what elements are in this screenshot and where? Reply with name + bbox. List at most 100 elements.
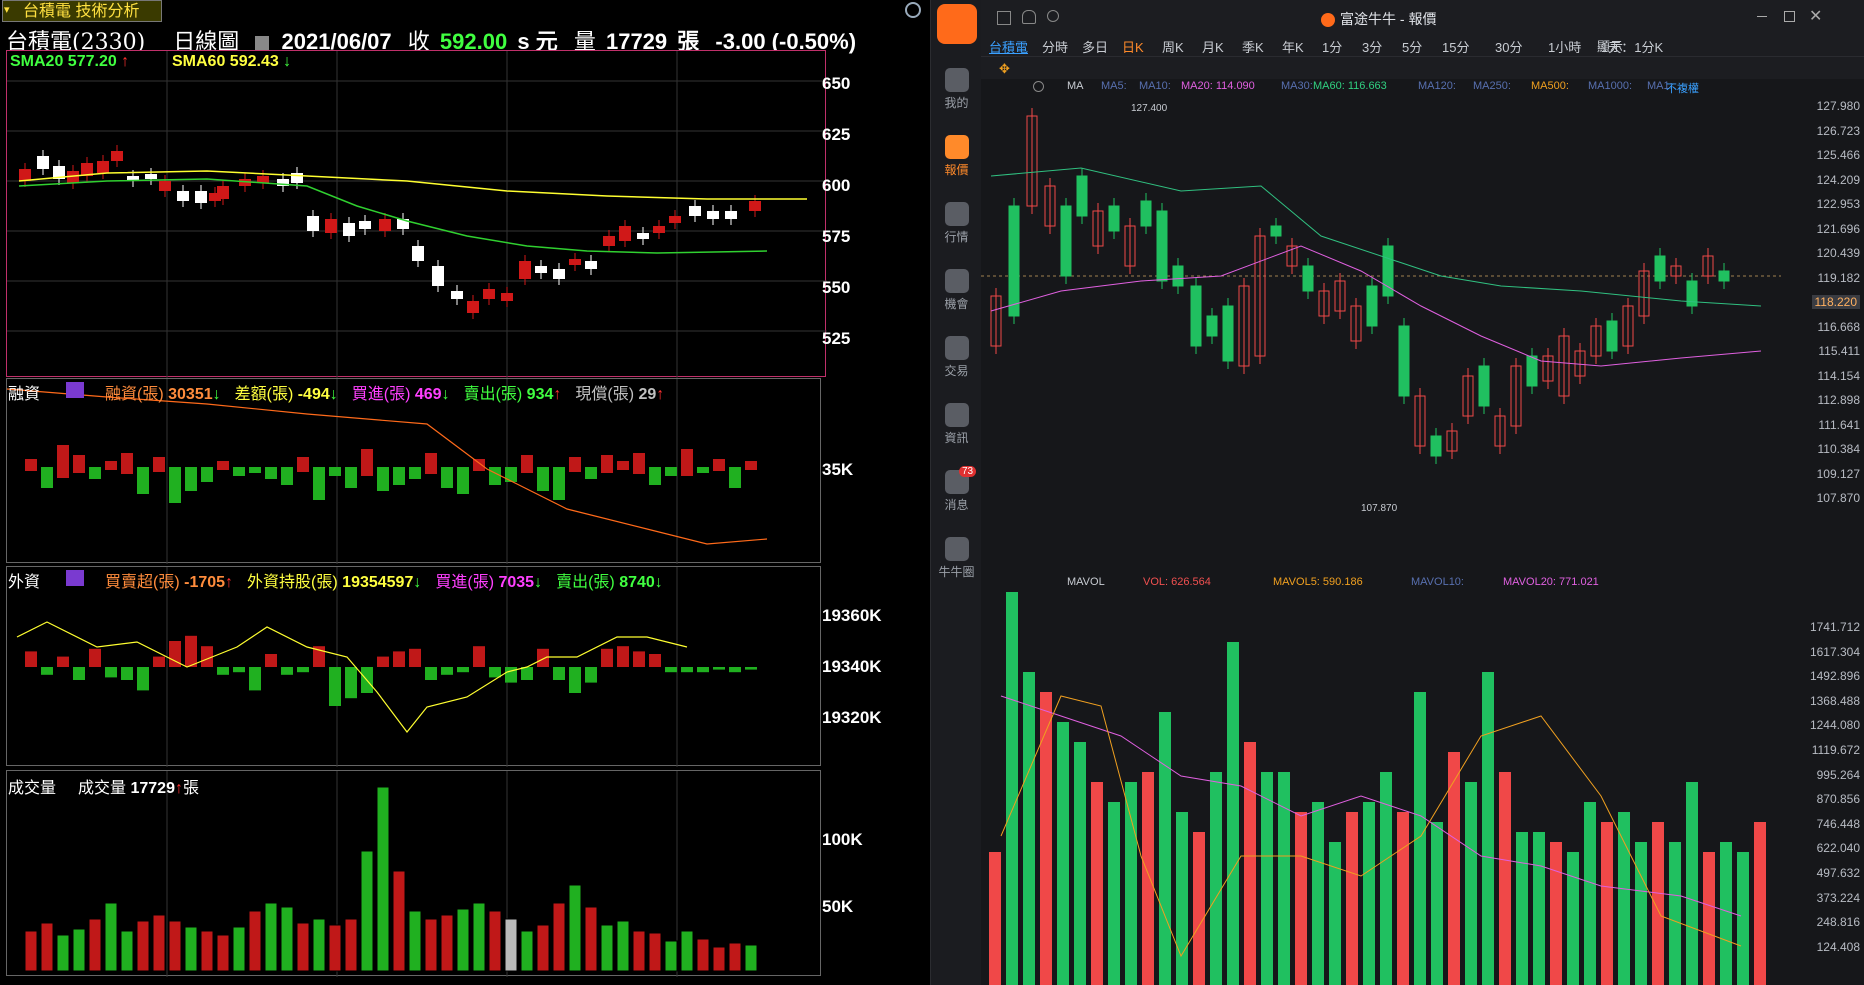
holding-line: [16, 621, 688, 733]
volume-value: 17729: [605, 29, 668, 54]
close-button[interactable]: ✕: [1809, 8, 1823, 25]
volume-bar: [1703, 852, 1715, 985]
period-tab[interactable]: 台積電: [989, 40, 1029, 55]
period-tab[interactable]: 年K: [1282, 40, 1304, 55]
candle-body: [291, 173, 303, 183]
trend-arrow-icon: ↑: [656, 386, 665, 403]
foreign-bar: [25, 651, 37, 667]
adjust-label[interactable]: 不複權: [1666, 83, 1699, 95]
ma60-line: [990, 167, 1762, 307]
period-tab[interactable]: 1分: [1322, 40, 1343, 55]
foreign-bar: [601, 648, 613, 667]
sidebar-item[interactable]: 牛牛圈: [931, 537, 982, 580]
period-tab[interactable]: 日K: [1122, 40, 1144, 55]
volume-bar: [1431, 822, 1443, 985]
margin-bar: [153, 457, 165, 472]
dropdown-icon[interactable]: [255, 36, 270, 51]
ma-item[interactable]: MA250:: [1473, 80, 1511, 92]
volume-bar: [296, 922, 310, 972]
vol-label[interactable]: MAVOL: [1067, 576, 1105, 588]
quote-icon: [944, 135, 969, 159]
period-tab[interactable]: 30分: [1495, 40, 1523, 55]
maximize-button[interactable]: [1784, 11, 1795, 22]
ma-item[interactable]: MA120:: [1418, 80, 1456, 92]
app-logo[interactable]: [937, 4, 977, 44]
volume-bar: [1380, 772, 1392, 985]
sidebar-item[interactable]: 報價: [931, 135, 982, 178]
menu-icon[interactable]: [997, 11, 1011, 25]
period-tab[interactable]: 3分: [1362, 40, 1383, 55]
sidebar-item[interactable]: 交易: [931, 336, 982, 379]
volume-legend: 成交量 17729↑張: [78, 780, 199, 797]
period-tab[interactable]: 周K: [1162, 40, 1184, 55]
ma-item[interactable]: MA20: 114.090: [1181, 80, 1255, 92]
foreign-tick-2: 19340K: [822, 657, 882, 676]
foreign-bar: [585, 667, 597, 683]
ma-item[interactable]: MA1:: [1647, 80, 1673, 92]
ma-label[interactable]: MA: [1067, 80, 1084, 92]
sidebar-item[interactable]: 行情: [931, 202, 982, 245]
ma-settings-icon[interactable]: [1033, 81, 1044, 92]
sidebar-item[interactable]: 消息 73: [931, 466, 982, 513]
volume-bar: [696, 938, 710, 972]
candle-body: [412, 246, 424, 261]
crosshair-icon[interactable]: ✥: [999, 61, 1010, 76]
sidebar-item[interactable]: 資訊: [931, 403, 982, 446]
period-tab[interactable]: 1小時: [1548, 40, 1582, 55]
legend-value: -1705: [179, 574, 226, 591]
ma-item[interactable]: MA60: 116.663: [1313, 80, 1387, 92]
legend-value: 934: [522, 386, 554, 403]
candle-body: [217, 186, 229, 199]
volume-axis-tick: 870.856: [1816, 792, 1860, 807]
period-tab[interactable]: 多日: [1082, 40, 1109, 55]
foreign-bar: [137, 667, 149, 691]
sma20-line: [18, 178, 768, 254]
ma-item[interactable]: MA30:: [1281, 80, 1313, 92]
period-tab[interactable]: 1天：1分K: [1601, 40, 1664, 55]
period-tab[interactable]: 季K: [1242, 40, 1264, 55]
price-change: -3.00 (-0.50%): [715, 29, 857, 54]
period-tab[interactable]: 15分: [1442, 40, 1470, 55]
foreign-bar: [233, 667, 245, 673]
foreign-legend-item: 外資持股(張) 19354597↓: [247, 574, 421, 591]
ma-item[interactable]: MA500:: [1531, 80, 1569, 92]
volume-bar: [56, 934, 70, 972]
margin-settings-icon[interactable]: [66, 382, 84, 398]
volume-axis-tick: 1741.712: [1809, 620, 1860, 634]
minimize-button[interactable]: [1757, 16, 1767, 17]
margin-legend-item: 現償(張) 29↑: [575, 386, 664, 403]
tab-menu-icon[interactable]: ▾: [4, 4, 10, 16]
volume-axis-tick: 248.816: [1816, 915, 1860, 930]
foreign-bar: [297, 667, 309, 673]
foreign-bar: [185, 635, 197, 667]
volume-bar: [1244, 742, 1256, 985]
volume-bar: [1567, 852, 1579, 985]
period-tab[interactable]: 分時: [1042, 40, 1069, 55]
search-icon[interactable]: [1047, 10, 1059, 22]
bell-icon[interactable]: [1022, 10, 1036, 24]
margin-bar: [409, 467, 421, 479]
period-tab[interactable]: 月K: [1202, 40, 1224, 55]
volume-bar: [360, 850, 374, 972]
window-tab[interactable]: 台積電 技術分析: [2, 0, 162, 22]
sidebar-item[interactable]: 機會: [931, 269, 982, 312]
ma-item[interactable]: MA5:: [1101, 80, 1127, 92]
period-tab[interactable]: 5分: [1402, 40, 1423, 55]
sidebar-label: 交易: [944, 364, 969, 378]
foreign-bar: [681, 667, 693, 673]
margin-bar: [329, 467, 341, 476]
display-button[interactable]: 顯示: [1597, 39, 1624, 54]
price-tick: 525: [822, 329, 851, 348]
margin-bar: [217, 461, 229, 470]
ma-item[interactable]: MA1000:: [1588, 80, 1633, 92]
candle-body: [1060, 205, 1072, 277]
ma-item[interactable]: MA10:: [1139, 80, 1171, 92]
foreign-settings-icon[interactable]: [66, 570, 84, 586]
foreign-bar: [105, 667, 117, 678]
margin-legend-item: 賣出(張) 934↑: [464, 386, 562, 403]
candle-body: [1478, 365, 1490, 407]
candle-body: [451, 291, 463, 299]
sidebar-item[interactable]: 我的: [931, 68, 982, 111]
candle-body: [209, 193, 221, 201]
zoom-icon[interactable]: [905, 2, 921, 18]
